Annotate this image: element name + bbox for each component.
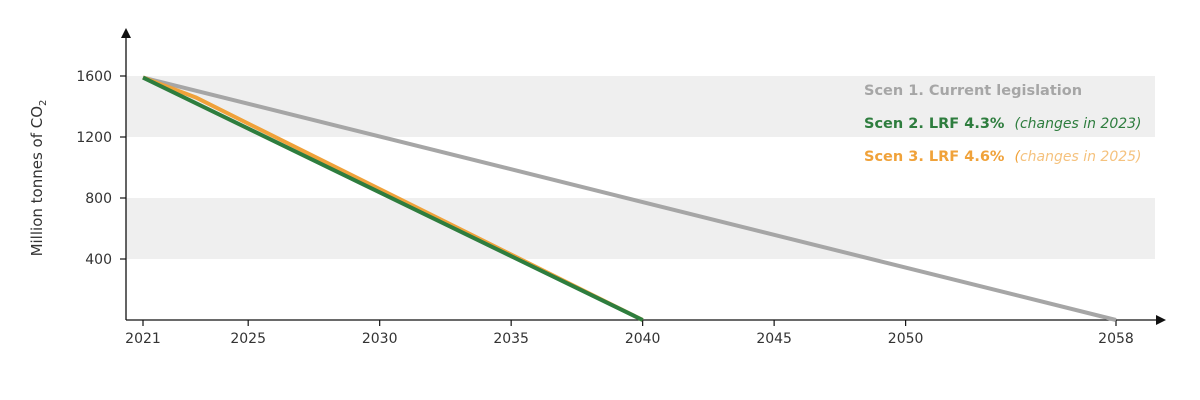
series-line-1	[142, 75, 1117, 322]
legend-note-open: (	[1014, 149, 1020, 165]
series-lines	[142, 75, 1117, 322]
legend-note: changes in 2023	[1020, 116, 1136, 132]
x-tick-label: 2058	[1098, 331, 1134, 347]
legend-entry-2: Scen 2. LRF 4.3% (changes in 2023)	[864, 116, 1142, 132]
legend: Scen 1. Current legislation Scen 2. LRF 4…	[864, 83, 1142, 165]
series-line-2	[142, 75, 644, 322]
x-tick-label: 2030	[362, 331, 398, 347]
x-tick-label: 2040	[625, 331, 661, 347]
legend-entry-3: Scen 3. LRF 4.6% (changes in 2025)	[864, 149, 1142, 165]
y-tick-label: 1200	[76, 130, 112, 146]
x-tick-label: 2021	[125, 331, 161, 347]
legend-label: Scen 1. Current legislation	[864, 83, 1082, 99]
legend-note-close: )	[1135, 149, 1141, 165]
legend-label: Scen 2. LRF 4.3%	[864, 116, 1005, 132]
x-tick-label: 2025	[230, 331, 266, 347]
legend-note-open: (	[1014, 116, 1020, 132]
x-ticks: 2021 2025 2030 2035 2040 2045 2050 2058	[125, 320, 1134, 347]
shaded-band	[126, 198, 1155, 259]
x-tick-label: 2045	[756, 331, 792, 347]
x-tick-label: 2050	[888, 331, 924, 347]
shaded-bands	[126, 76, 1155, 259]
y-tick-label: 400	[85, 252, 112, 268]
legend-label: Scen 3. LRF 4.6%	[864, 149, 1005, 165]
y-tick-label: 800	[85, 191, 112, 207]
shaded-band	[126, 76, 1155, 137]
axes	[121, 28, 1166, 325]
x-axis-arrow-icon	[1156, 315, 1166, 325]
y-ticks: 400 800 1200 1600	[76, 69, 126, 268]
y-axis-arrow-icon	[121, 28, 131, 38]
y-tick-label: 1600	[76, 69, 112, 85]
legend-entry-1: Scen 1. Current legislation	[864, 83, 1082, 99]
legend-note: changes in 2025	[1020, 149, 1136, 165]
legend-note-close: )	[1135, 116, 1141, 132]
y-axis-label: Million tonnes of CO2	[28, 100, 49, 257]
x-tick-label: 2035	[493, 331, 529, 347]
